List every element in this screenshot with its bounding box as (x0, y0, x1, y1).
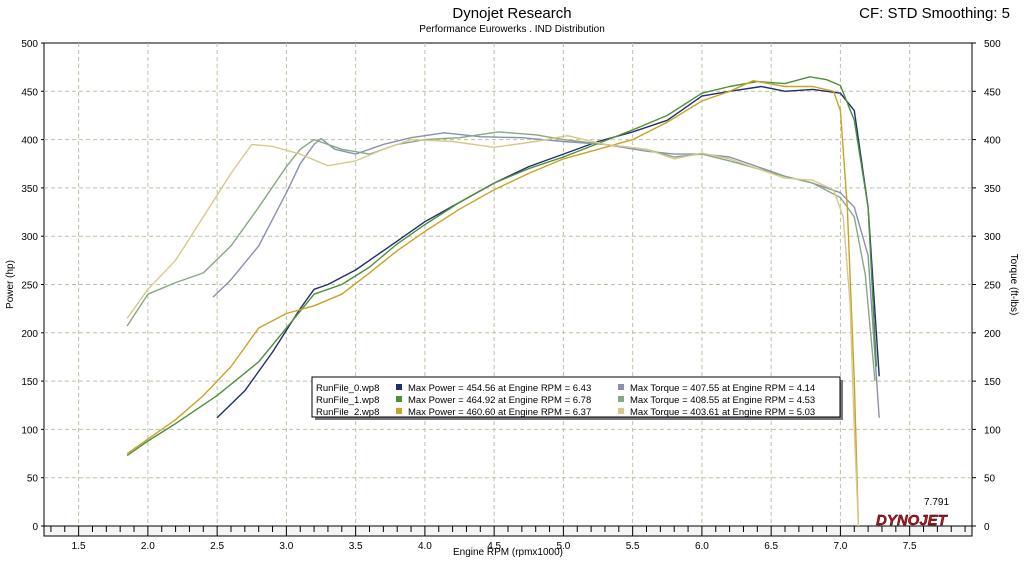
y-tick-label-left: 200 (21, 329, 38, 340)
x-tick-label: 7.5 (903, 541, 917, 552)
y-tick-label-left: 300 (21, 232, 38, 243)
y-tick-label-left: 250 (21, 281, 38, 292)
settings-readout: CF: STD Smoothing: 5 (859, 5, 1010, 22)
x-tick-label: 3.5 (349, 541, 363, 552)
y-tick-label-right: 200 (984, 329, 1001, 340)
y-tick-label-left: 350 (21, 184, 38, 195)
x-tick-label: 3.0 (279, 541, 293, 552)
chart-title: Dynojet Research (452, 5, 572, 22)
y-tick-label-right: 150 (984, 377, 1001, 388)
legend-swatch-torque (618, 396, 624, 402)
legend-run-name: RunFile_2.wp8 (316, 407, 379, 418)
grid (44, 43, 972, 526)
legend-run-name: RunFile_1.wp8 (316, 395, 379, 406)
legend-max-power: Max Power = 464.92 at Engine RPM = 6.78 (408, 395, 591, 406)
x-tick-label: 7.0 (833, 541, 847, 552)
y-tick-label-right: 100 (984, 425, 1001, 436)
chart-subtitle: Performance Eurowerks . IND Distribution (419, 24, 605, 35)
y-tick-label-right: 350 (984, 184, 1001, 195)
x-tick-label: 2.5 (210, 541, 224, 552)
legend-max-torque: Max Torque = 403.61 at Engine RPM = 5.03 (630, 407, 815, 418)
series-group (126, 76, 880, 527)
x-tick-label: 4.0 (418, 541, 432, 552)
y-tick-label-left: 100 (21, 425, 38, 436)
y-tick-label-left: 50 (27, 474, 39, 485)
y-tick-label-right: 500 (984, 39, 1001, 50)
legend-max-torque: Max Torque = 407.55 at Engine RPM = 4.14 (630, 383, 815, 394)
legend-max-power: Max Power = 460.60 at Engine RPM = 6.37 (408, 407, 591, 418)
legend-swatch-torque (618, 384, 624, 390)
legend-swatch-power (396, 408, 402, 414)
y-tick-label-left: 400 (21, 136, 38, 147)
y-axis-label-left: Power (hp) (5, 260, 16, 309)
y-tick-label-left: 450 (21, 87, 38, 98)
y-axis-label-right: Torque (ft-lbs) (1008, 254, 1019, 316)
y-tick-label-left: 150 (21, 377, 38, 388)
legend-max-power: Max Power = 454.56 at Engine RPM = 6.43 (408, 383, 591, 394)
legend: RunFile_0.wp8 Max Power = 454.56 at Engin… (311, 376, 843, 420)
cursor-value: 7.791 (924, 497, 949, 508)
y-tick-label-right: 300 (984, 232, 1001, 243)
x-tick-label: 5.0 (556, 541, 570, 552)
x-tick-label: 6.5 (764, 541, 778, 552)
series-line-runfile-2-wp8-torque (126, 135, 860, 527)
series-line-runfile-1-wp8-power (126, 76, 878, 457)
x-tick-label: 1.5 (72, 541, 86, 552)
x-tick-label: 4.5 (487, 541, 501, 552)
y-tick-label-right: 250 (984, 281, 1001, 292)
legend-swatch-torque (618, 408, 624, 414)
legend-run-name: RunFile_0.wp8 (316, 383, 379, 394)
y-tick-label-right: 400 (984, 136, 1001, 147)
x-tick-label: 5.5 (626, 541, 640, 552)
x-axis-label: Engine RPM (rpmx1000) (453, 547, 563, 558)
series-line-runfile-2-wp8-power (126, 80, 860, 527)
x-tick-label: 2.0 (141, 541, 155, 552)
y-tick-label-left: 0 (32, 522, 38, 533)
legend-max-torque: Max Torque = 408.55 at Engine RPM = 4.53 (630, 395, 815, 406)
y-tick-label-right: 0 (984, 522, 990, 533)
series-line-runfile-0-wp8-power (216, 85, 880, 419)
dynojet-logo: DYNOJET (876, 512, 949, 529)
x-tick-label: 6.0 (695, 541, 709, 552)
legend-swatch-power (396, 384, 402, 390)
y-tick-label-right: 450 (984, 87, 1001, 98)
legend-swatch-power (396, 396, 402, 402)
y-tick-label-left: 500 (21, 39, 38, 50)
y-tick-label-right: 50 (984, 474, 996, 485)
